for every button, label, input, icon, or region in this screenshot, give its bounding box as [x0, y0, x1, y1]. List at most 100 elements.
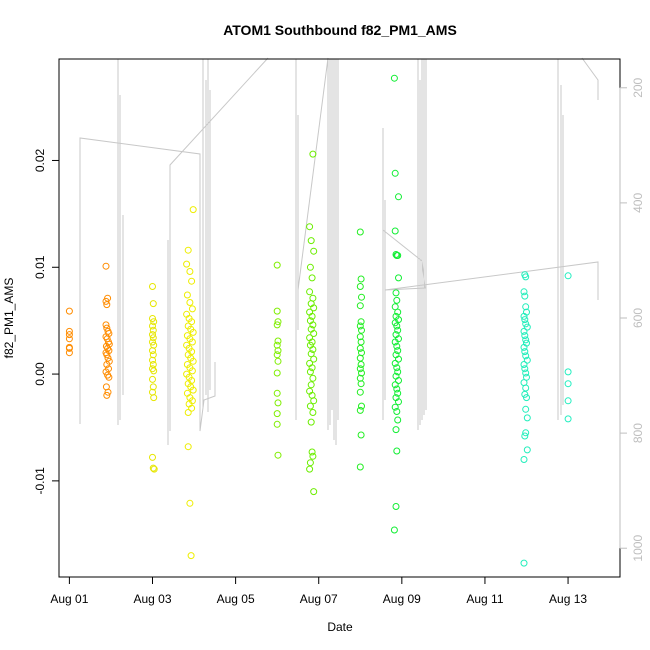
data-point: [149, 283, 156, 290]
data-point: [392, 289, 400, 297]
data-point: [307, 237, 315, 245]
y2-tick-label: 1000: [631, 535, 645, 562]
data-point: [521, 348, 529, 356]
data-point: [309, 374, 317, 382]
data-points: [65, 74, 572, 567]
data-point: [273, 307, 281, 315]
data-point: [356, 333, 364, 341]
data-point: [188, 367, 196, 375]
data-point: [394, 389, 402, 397]
data-point: [310, 330, 318, 337]
data-point: [522, 336, 530, 344]
x-tick-label: Aug 05: [217, 592, 255, 606]
data-point: [273, 389, 281, 397]
data-point: [310, 355, 318, 363]
data-point: [104, 354, 112, 362]
data-point: [149, 375, 156, 383]
data-point: [188, 305, 196, 313]
y-tick-label: 0.01: [33, 255, 47, 279]
data-point: [65, 349, 73, 357]
data-point: [357, 361, 365, 368]
data-point: [149, 338, 156, 346]
data-point: [523, 323, 531, 331]
secondary-lines: [79, 57, 599, 432]
data-point: [520, 456, 528, 463]
data-point: [149, 356, 156, 364]
data-point: [521, 316, 529, 324]
data-point: [104, 388, 112, 396]
data-point: [522, 405, 530, 413]
data-point: [150, 465, 158, 473]
data-point: [309, 321, 317, 329]
data-point: [523, 446, 531, 454]
data-point: [356, 406, 364, 414]
data-point: [65, 335, 73, 343]
data-point: [356, 344, 364, 352]
data-point: [358, 369, 365, 377]
x-axis: Aug 01 Aug 03 Aug 05 Aug 07 Aug 09 Aug 11 Aug …: [50, 576, 587, 606]
data-point: [149, 464, 157, 472]
plot-frame: [58, 58, 621, 578]
data-point: [274, 451, 282, 459]
x-tick-label: Aug 01: [50, 592, 88, 606]
data-point: [189, 206, 197, 214]
data-point: [522, 369, 530, 377]
data-point: [393, 364, 401, 372]
data-point: [392, 251, 400, 258]
data-point: [308, 364, 316, 372]
data-point: [184, 443, 192, 451]
data-point: [183, 260, 191, 268]
data-point: [65, 344, 73, 352]
data-point: [391, 338, 399, 346]
data-point: [149, 334, 157, 342]
data-point: [310, 397, 318, 405]
data-point: [394, 308, 402, 316]
data-point: [274, 318, 282, 326]
data-point: [309, 409, 317, 416]
data-point: [356, 463, 364, 471]
data-point: [356, 374, 364, 382]
data-point: [564, 380, 572, 388]
data-point: [392, 503, 400, 510]
data-point: [521, 292, 529, 300]
data-point: [522, 429, 530, 437]
data-point: [273, 261, 281, 269]
data-point: [357, 275, 365, 283]
data-point: [356, 365, 364, 373]
data-point: [65, 307, 73, 315]
data-point: [149, 300, 157, 308]
data-point: [520, 343, 528, 351]
data-point: [273, 410, 281, 418]
data-point: [186, 299, 194, 306]
data-point: [149, 383, 157, 391]
data-point: [306, 465, 314, 473]
data-point: [310, 247, 318, 255]
data-point: [521, 332, 529, 340]
data-point: [358, 402, 365, 410]
data-point: [184, 246, 192, 254]
data-point: [356, 322, 364, 330]
data-point: [395, 355, 402, 363]
data-point: [393, 385, 401, 393]
data-point: [522, 303, 530, 311]
data-point: [391, 381, 399, 389]
data-point: [357, 431, 365, 439]
data-point: [564, 368, 572, 376]
data-point: [273, 420, 281, 428]
data-point: [356, 354, 364, 362]
data-point: [522, 273, 530, 281]
data-point: [105, 373, 113, 381]
data-point: [522, 352, 530, 360]
data-point: [103, 361, 111, 368]
data-point: [186, 268, 194, 275]
data-point: [358, 293, 365, 301]
data-point: [274, 399, 282, 407]
data-point: [189, 357, 197, 365]
data-point: [523, 356, 531, 364]
data-point: [307, 418, 315, 426]
y2-tick-label: 800: [631, 423, 645, 443]
data-point: [103, 351, 111, 359]
data-point: [306, 368, 314, 376]
data-point: [520, 361, 528, 368]
